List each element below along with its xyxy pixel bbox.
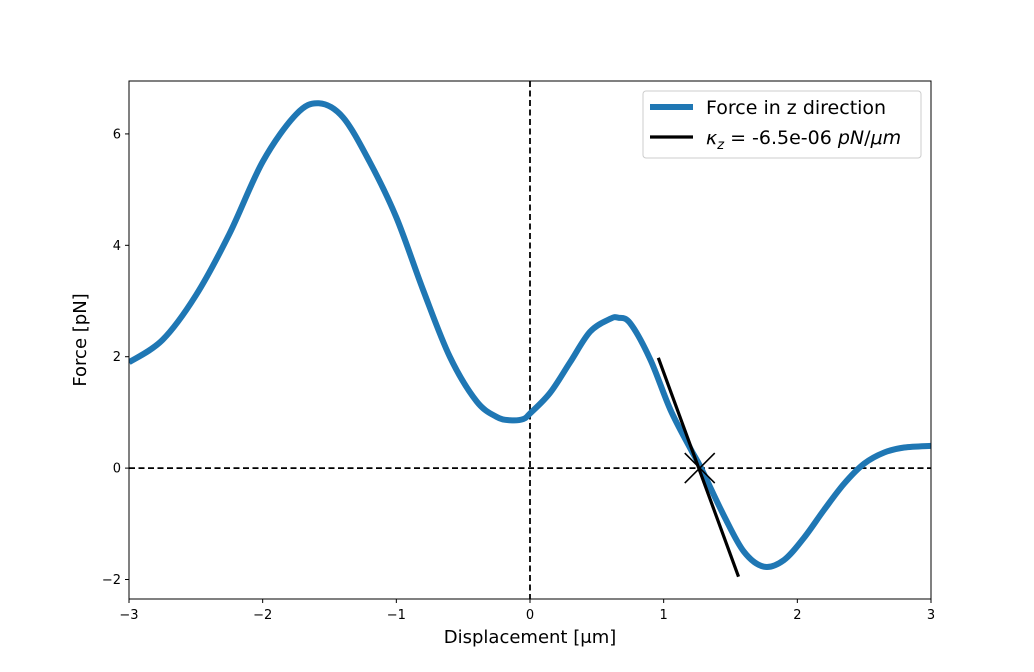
x-axis-ticks: −3 −2 −1 0 1 2 3 xyxy=(119,599,935,623)
kappa-unit-denominator: μm xyxy=(870,127,902,149)
x-tick-label: −1 xyxy=(387,608,406,623)
kappa-unit-numerator: pN xyxy=(837,127,864,149)
x-tick-label: −2 xyxy=(253,608,272,623)
y-tick-label: 0 xyxy=(113,462,121,477)
legend-label-force: Force in z direction xyxy=(706,97,886,119)
legend: Force in z direction κz = -6.5e-06 pN/μm xyxy=(642,90,922,159)
x-tick-label: 3 xyxy=(927,608,935,623)
x-tick-label: 1 xyxy=(660,608,668,623)
x-tick-label: 2 xyxy=(793,608,801,623)
reference-lines xyxy=(129,81,931,599)
x-tick-label: −3 xyxy=(119,608,138,623)
kappa-symbol: κ xyxy=(706,127,718,149)
y-tick-label: 6 xyxy=(113,127,121,142)
force-curve-line xyxy=(129,100,931,571)
y-axis-ticks: −2 0 2 4 6 xyxy=(102,127,129,588)
kappa-unit-slash: / xyxy=(864,127,871,149)
y-tick-label: 4 xyxy=(113,239,121,254)
y-axis-label: Force [pN] xyxy=(70,293,91,386)
y-tick-label: 2 xyxy=(113,350,121,365)
kappa-value: = -6.5e-06 xyxy=(724,127,838,149)
y-tick-label: −2 xyxy=(102,573,121,588)
marker-layer xyxy=(684,452,716,484)
x-axis-label: Displacement [μm] xyxy=(444,627,617,648)
equilibrium-marker-stroke-b xyxy=(684,452,716,484)
x-tick-label: 0 xyxy=(526,608,534,623)
legend-label-kappa: κz = -6.5e-06 pN/μm xyxy=(706,127,901,153)
legend-box xyxy=(642,90,922,159)
kappa-subscript: z xyxy=(716,138,725,153)
